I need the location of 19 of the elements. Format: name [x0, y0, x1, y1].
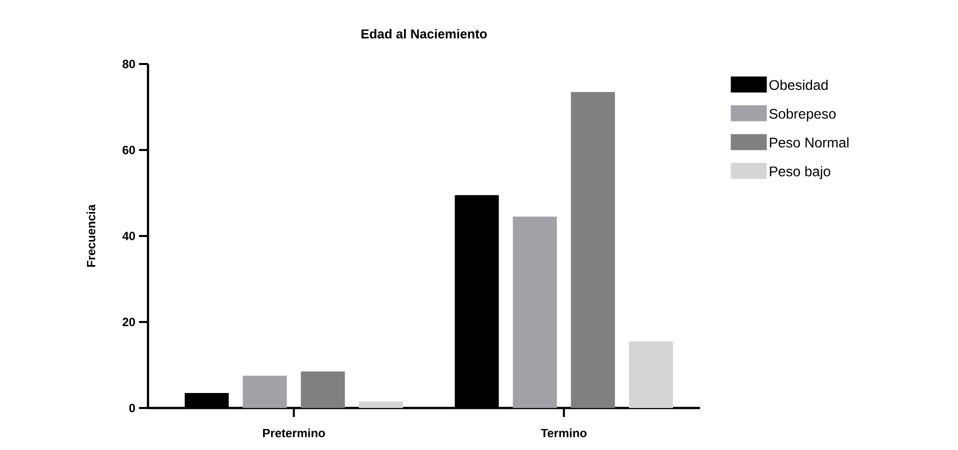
legend-label: Peso bajo — [770, 166, 830, 180]
legend-label: Sobrepeso — [769, 108, 836, 122]
y-tick-label: 80 — [122, 60, 135, 68]
bar — [300, 371, 345, 408]
y-tick-label: 40 — [122, 232, 135, 240]
legend-label: Peso Normal — [770, 137, 848, 148]
x-tick-label: Pretermino — [263, 428, 325, 438]
y-tick-label: 60 — [122, 146, 135, 154]
chart-title: Edad al Naciemiento — [362, 28, 487, 38]
bar — [570, 92, 615, 408]
legend-label: Obesidad — [769, 80, 828, 90]
y-tick-label: 20 — [122, 318, 135, 326]
bar — [358, 402, 403, 408]
bar — [242, 376, 287, 408]
bar — [512, 216, 557, 408]
y-tick-label: 0 — [129, 404, 135, 412]
x-tick-label: Termino — [540, 428, 587, 438]
y-axis-title: Frecuencia — [86, 204, 96, 267]
bar — [628, 341, 673, 408]
